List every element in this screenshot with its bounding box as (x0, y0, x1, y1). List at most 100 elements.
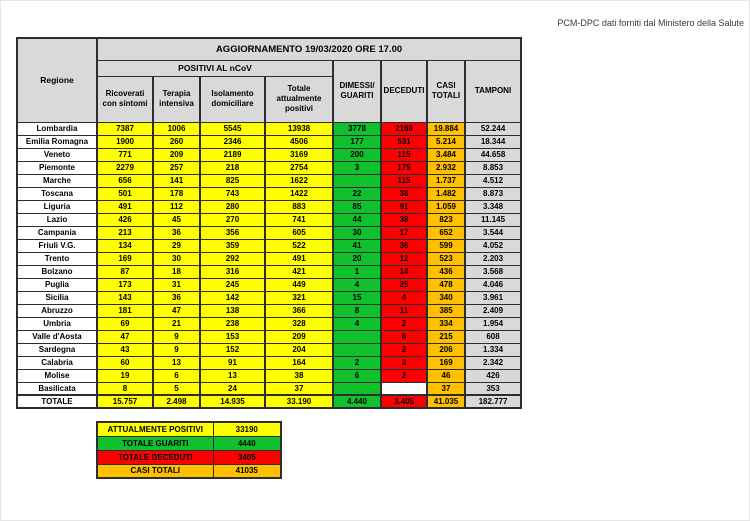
cell-isolamento: 142 (199, 290, 266, 305)
cell-totale: 605 (264, 225, 334, 240)
cell-ricoverati: 134 (96, 238, 154, 253)
cell-terapia: 5 (152, 381, 201, 396)
cell-dimessi: 6 (332, 368, 382, 383)
cell-isolamento: 359 (199, 238, 266, 253)
cell-casi: 41.035 (426, 394, 466, 409)
cell-ricoverati: 771 (96, 147, 154, 162)
cell-isolamento: 743 (199, 186, 266, 201)
cell-terapia: 13 (152, 355, 201, 370)
region-row: Abruzzo 181 47 138 366 8 11 385 2.409 (16, 303, 523, 318)
cell-isolamento: 153 (199, 329, 266, 344)
summary-value: 4440 (212, 435, 282, 451)
cell-isolamento: 13 (199, 368, 266, 383)
cell-casi: 169 (426, 355, 466, 370)
summary-row: TOTALE GUARITI 4440 (96, 435, 282, 451)
cell-deceduti: 531 (380, 134, 428, 149)
totale-row: TOTALE 15.757 2.498 14.935 33.190 4.440 3.405 4… (16, 394, 523, 409)
cell-terapia: 260 (152, 134, 201, 149)
summary-table: ATTUALMENTE POSITIVI 33190 TOTALE GUARITI 4… (96, 421, 282, 479)
cell-casi: 1.737 (426, 173, 466, 188)
cell-tamponi: 3.961 (463, 290, 523, 305)
region-row: Calabria 60 13 91 164 2 3 169 2.342 (16, 355, 523, 370)
covid-regions-table: Regione AGGIORNAMENTO 19/03/2020 ORE 17.… (16, 37, 523, 409)
cell-deceduti: 2168 (380, 121, 428, 136)
covid-table-container: Regione AGGIORNAMENTO 19/03/2020 ORE 17.… (16, 37, 523, 409)
cell-totale: 2754 (264, 160, 334, 175)
region-row: Sicilia 143 36 142 321 15 4 340 3.961 (16, 290, 523, 305)
cell-dimessi: 22 (332, 186, 382, 201)
cell-isolamento: 218 (199, 160, 266, 175)
cell-dimessi: 4 (332, 316, 382, 331)
cell-isolamento: 5545 (199, 121, 266, 136)
cell-isolamento: 24 (199, 381, 266, 396)
col-header-dimessi-guariti: DIMESSI/ GUARITI (332, 59, 382, 123)
cell-tamponi: 1.954 (463, 316, 523, 331)
cell-casi: 523 (426, 251, 466, 266)
region-row: Sardegna 43 9 152 204 2 206 1.334 (16, 342, 523, 357)
region-row: Lombardia 7387 1006 5545 13938 3778 2168 19.884… (16, 121, 523, 136)
cell-totale: 449 (264, 277, 334, 292)
cell-terapia: 112 (152, 199, 201, 214)
cell-deceduti: 4 (380, 290, 428, 305)
region-row: Marche 656 141 825 1622 115 1.737 4.512 (16, 173, 523, 188)
cell-casi: 206 (426, 342, 466, 357)
region-row: Friuli V.G. 134 29 359 522 41 36 599 4.052 (16, 238, 523, 253)
col-header-tamponi: TAMPONI (463, 59, 523, 123)
col-header-casi-totali: CASI TOTALI (426, 59, 466, 123)
cell-tamponi: 1.334 (463, 342, 523, 357)
cell-tamponi: 608 (463, 329, 523, 344)
summary-row: CASI TOTALI 41035 (96, 463, 282, 479)
cell-totale: 321 (264, 290, 334, 305)
cell-totale: 421 (264, 264, 334, 279)
cell-dimessi (332, 342, 382, 357)
cell-deceduti: 12 (380, 251, 428, 266)
cell-casi: 215 (426, 329, 466, 344)
cell-isolamento: 356 (199, 225, 266, 240)
region-row: Liguria 491 112 280 883 85 91 1.059 3.348 (16, 199, 523, 214)
cell-regione: Sardegna (16, 342, 98, 357)
cell-ricoverati: 656 (96, 173, 154, 188)
cell-casi: 1.482 (426, 186, 466, 201)
cell-isolamento: 316 (199, 264, 266, 279)
cell-tamponi: 4.512 (463, 173, 523, 188)
group-header-positivi: POSITIVI AL nCoV (96, 59, 334, 77)
header-row-title: Regione AGGIORNAMENTO 19/03/2020 ORE 17.… (16, 37, 523, 123)
cell-ricoverati: 491 (96, 199, 154, 214)
cell-deceduti: 38 (380, 212, 428, 227)
col-header-regione: Regione (16, 37, 98, 123)
cell-regione: Puglia (16, 277, 98, 292)
cell-regione: Molise (16, 368, 98, 383)
cell-regione: Valle d'Aosta (16, 329, 98, 344)
cell-ricoverati: 501 (96, 186, 154, 201)
cell-regione: Lazio (16, 212, 98, 227)
cell-ricoverati: 19 (96, 368, 154, 383)
cell-dimessi: 20 (332, 251, 382, 266)
cell-tamponi: 426 (463, 368, 523, 383)
cell-deceduti: 175 (380, 160, 428, 175)
cell-ricoverati: 8 (96, 381, 154, 396)
cell-casi: 334 (426, 316, 466, 331)
cell-deceduti: 6 (380, 329, 428, 344)
cell-isolamento: 2346 (199, 134, 266, 149)
cell-ricoverati: 181 (96, 303, 154, 318)
cell-regione: Emilia Romagna (16, 134, 98, 149)
cell-isolamento: 245 (199, 277, 266, 292)
cell-terapia: 178 (152, 186, 201, 201)
cell-casi: 46 (426, 368, 466, 383)
cell-terapia: 36 (152, 290, 201, 305)
region-row: Umbria 69 21 238 328 4 2 334 1.954 (16, 316, 523, 331)
cell-regione: Umbria (16, 316, 98, 331)
cell-regione: Toscana (16, 186, 98, 201)
cell-tamponi: 4.052 (463, 238, 523, 253)
cell-deceduti: 3.405 (380, 394, 428, 409)
col-header-isolamento: Isolamento domiciliare (199, 75, 266, 123)
cell-regione: Sicilia (16, 290, 98, 305)
cell-casi: 19.884 (426, 121, 466, 136)
cell-tamponi: 4.046 (463, 277, 523, 292)
cell-isolamento: 825 (199, 173, 266, 188)
cell-isolamento: 2189 (199, 147, 266, 162)
col-header-totale-positivi: Totale attualmente positivi (264, 75, 334, 123)
cell-casi: 37 (426, 381, 466, 396)
cell-totale: 204 (264, 342, 334, 357)
cell-totale: 37 (264, 381, 334, 396)
